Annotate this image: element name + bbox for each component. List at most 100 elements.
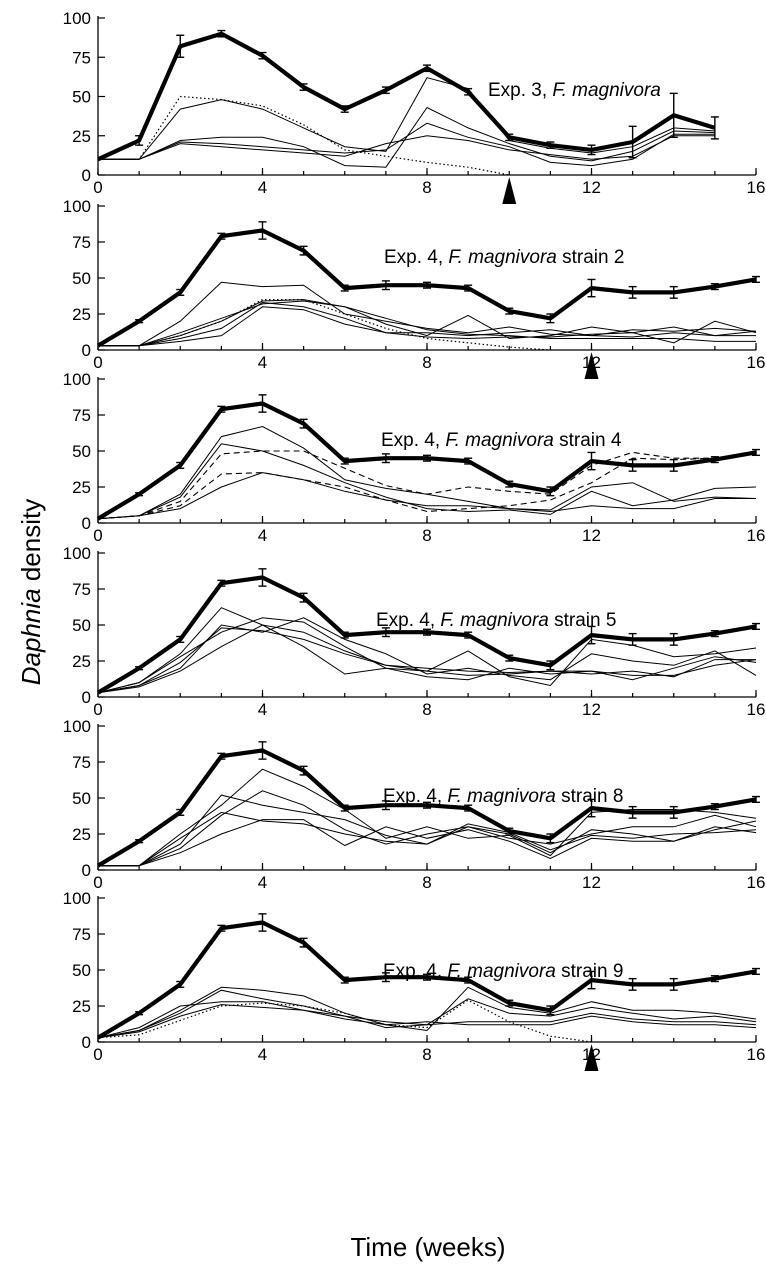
y-tick-label: 0 bbox=[82, 861, 91, 880]
x-tick-label: 16 bbox=[747, 873, 766, 892]
series-line-3 bbox=[97, 425, 757, 520]
y-tick-label: 100 bbox=[63, 197, 91, 216]
series-line-5 bbox=[98, 811, 757, 867]
panel-title: Exp. 4, F. magnivora strain 4 bbox=[381, 430, 622, 451]
control-series-line bbox=[97, 31, 716, 162]
y-tick-label: 75 bbox=[72, 580, 91, 599]
x-tick-label: 8 bbox=[422, 1045, 431, 1064]
panel-title-suffix: strain 9 bbox=[556, 961, 624, 982]
x-tick-label: 16 bbox=[747, 700, 766, 719]
x-tick-label: 0 bbox=[93, 1045, 102, 1064]
x-tick-label: 12 bbox=[582, 700, 601, 719]
y-tick-label: 100 bbox=[63, 889, 91, 908]
y-tick-label: 75 bbox=[72, 753, 91, 772]
panel-title-prefix: Exp. 4, bbox=[376, 610, 440, 631]
x-tick-label: 4 bbox=[258, 700, 267, 719]
y-tick-label: 0 bbox=[82, 1033, 91, 1052]
y-tick-label: 0 bbox=[82, 341, 91, 360]
y-tick-label: 50 bbox=[72, 789, 91, 808]
x-tick-label: 0 bbox=[93, 353, 102, 372]
panel-title-prefix: Exp. 4, bbox=[384, 247, 448, 268]
x-tick-label: 8 bbox=[422, 873, 431, 892]
panel-title-prefix: Exp. 4, bbox=[383, 786, 447, 807]
panel-5: 0 25 50 75 100 0 4 8 12 16 Exp. 4, F. magnivora st… bbox=[63, 717, 766, 892]
arrow-marker bbox=[584, 1044, 599, 1071]
y-axis-label: Daphnia density bbox=[16, 499, 46, 685]
x-tick-label: 12 bbox=[582, 526, 601, 545]
panel-title-italic: F. magnivora bbox=[440, 610, 548, 631]
y-tick-label: 75 bbox=[72, 406, 91, 425]
y-tick-label: 25 bbox=[72, 305, 91, 324]
y-tick-label: 25 bbox=[72, 997, 91, 1016]
x-tick-label: 4 bbox=[258, 526, 267, 545]
series-line-4 bbox=[98, 819, 757, 867]
x-tick-label: 4 bbox=[258, 1045, 267, 1064]
y-tick-label: 100 bbox=[63, 544, 91, 563]
x-tick-label: 8 bbox=[422, 178, 431, 197]
y-tick-label: 0 bbox=[82, 514, 91, 533]
y-tick-label: 25 bbox=[72, 478, 91, 497]
series-line-5 bbox=[97, 627, 757, 694]
series-line-2 bbox=[97, 450, 757, 520]
panel-title: Exp. 4, F. magnivora strain 8 bbox=[383, 786, 623, 807]
panel-title-italic: F. magnivora bbox=[448, 247, 556, 268]
panel-title-italic: F. magnivora bbox=[447, 961, 555, 982]
series-line-3 bbox=[98, 106, 715, 168]
series-line-5 bbox=[98, 135, 715, 160]
panel-1: 0 25 50 75 100 0 4 8 12 16 Exp. 3, F. magnivora bbox=[63, 9, 765, 204]
panel-title-suffix: strain 4 bbox=[554, 430, 622, 451]
series-line-4 bbox=[98, 301, 756, 347]
y-tick-label: 100 bbox=[63, 9, 91, 28]
panel-title-suffix: strain 2 bbox=[557, 247, 625, 268]
y-tick-label: 50 bbox=[72, 88, 91, 107]
series-line-2 bbox=[97, 986, 757, 1039]
y-tick-label: 75 bbox=[72, 233, 91, 252]
y-tick-label: 100 bbox=[63, 370, 91, 389]
arrow-marker bbox=[584, 352, 599, 379]
y-tick-label: 25 bbox=[72, 652, 91, 671]
y-tick-label: 75 bbox=[72, 925, 91, 944]
panel-title: Exp. 3, F. magnivora bbox=[488, 80, 661, 101]
panel-title-prefix: Exp. 3, bbox=[488, 80, 552, 101]
x-tick-label: 4 bbox=[258, 873, 267, 892]
y-axis-label-italic: Daphnia bbox=[16, 588, 46, 685]
series-line-4 bbox=[98, 122, 715, 167]
x-axis-label: Time (weeks) bbox=[350, 1232, 505, 1262]
y-tick-label: 0 bbox=[82, 688, 91, 707]
x-tick-label: 12 bbox=[582, 178, 601, 197]
series-line-5 bbox=[98, 306, 757, 347]
x-tick-label: 8 bbox=[422, 700, 431, 719]
series-line-4 bbox=[97, 443, 757, 520]
x-tick-label: 0 bbox=[93, 178, 102, 197]
series-line-5 bbox=[97, 472, 756, 520]
series-line-5 bbox=[97, 1004, 757, 1039]
series-line-2 bbox=[98, 77, 715, 160]
y-tick-label: 25 bbox=[72, 127, 91, 146]
y-tick-label: 75 bbox=[72, 48, 91, 67]
x-tick-label: 4 bbox=[258, 353, 267, 372]
x-tick-label: 4 bbox=[258, 178, 267, 197]
x-tick-label: 16 bbox=[747, 353, 766, 372]
series-line-6 bbox=[98, 300, 756, 347]
series-line-1 bbox=[98, 95, 510, 176]
y-tick-label: 50 bbox=[72, 442, 91, 461]
y-tick-label: 50 bbox=[72, 269, 91, 288]
x-tick-label: 8 bbox=[422, 353, 431, 372]
panel-title: Exp. 4, F. magnivora strain 5 bbox=[376, 610, 616, 631]
y-axis-label-rest: density bbox=[16, 499, 46, 589]
panel-title-suffix: strain 5 bbox=[549, 610, 617, 631]
y-tick-label: 50 bbox=[72, 961, 91, 980]
x-tick-label: 0 bbox=[93, 526, 102, 545]
panel-title-italic: F. magnivora bbox=[447, 786, 555, 807]
y-tick-label: 0 bbox=[82, 166, 91, 185]
x-tick-label: 0 bbox=[93, 700, 102, 719]
panel-title-italic: F. magnivora bbox=[445, 430, 553, 451]
panel-title-italic: F. magnivora bbox=[552, 80, 660, 101]
x-tick-label: 16 bbox=[747, 1045, 766, 1064]
arrow-marker bbox=[502, 177, 517, 204]
panel-title-prefix: Exp. 4, bbox=[381, 430, 445, 451]
panel-title: Exp. 4, F. magnivora strain 9 bbox=[383, 961, 623, 982]
